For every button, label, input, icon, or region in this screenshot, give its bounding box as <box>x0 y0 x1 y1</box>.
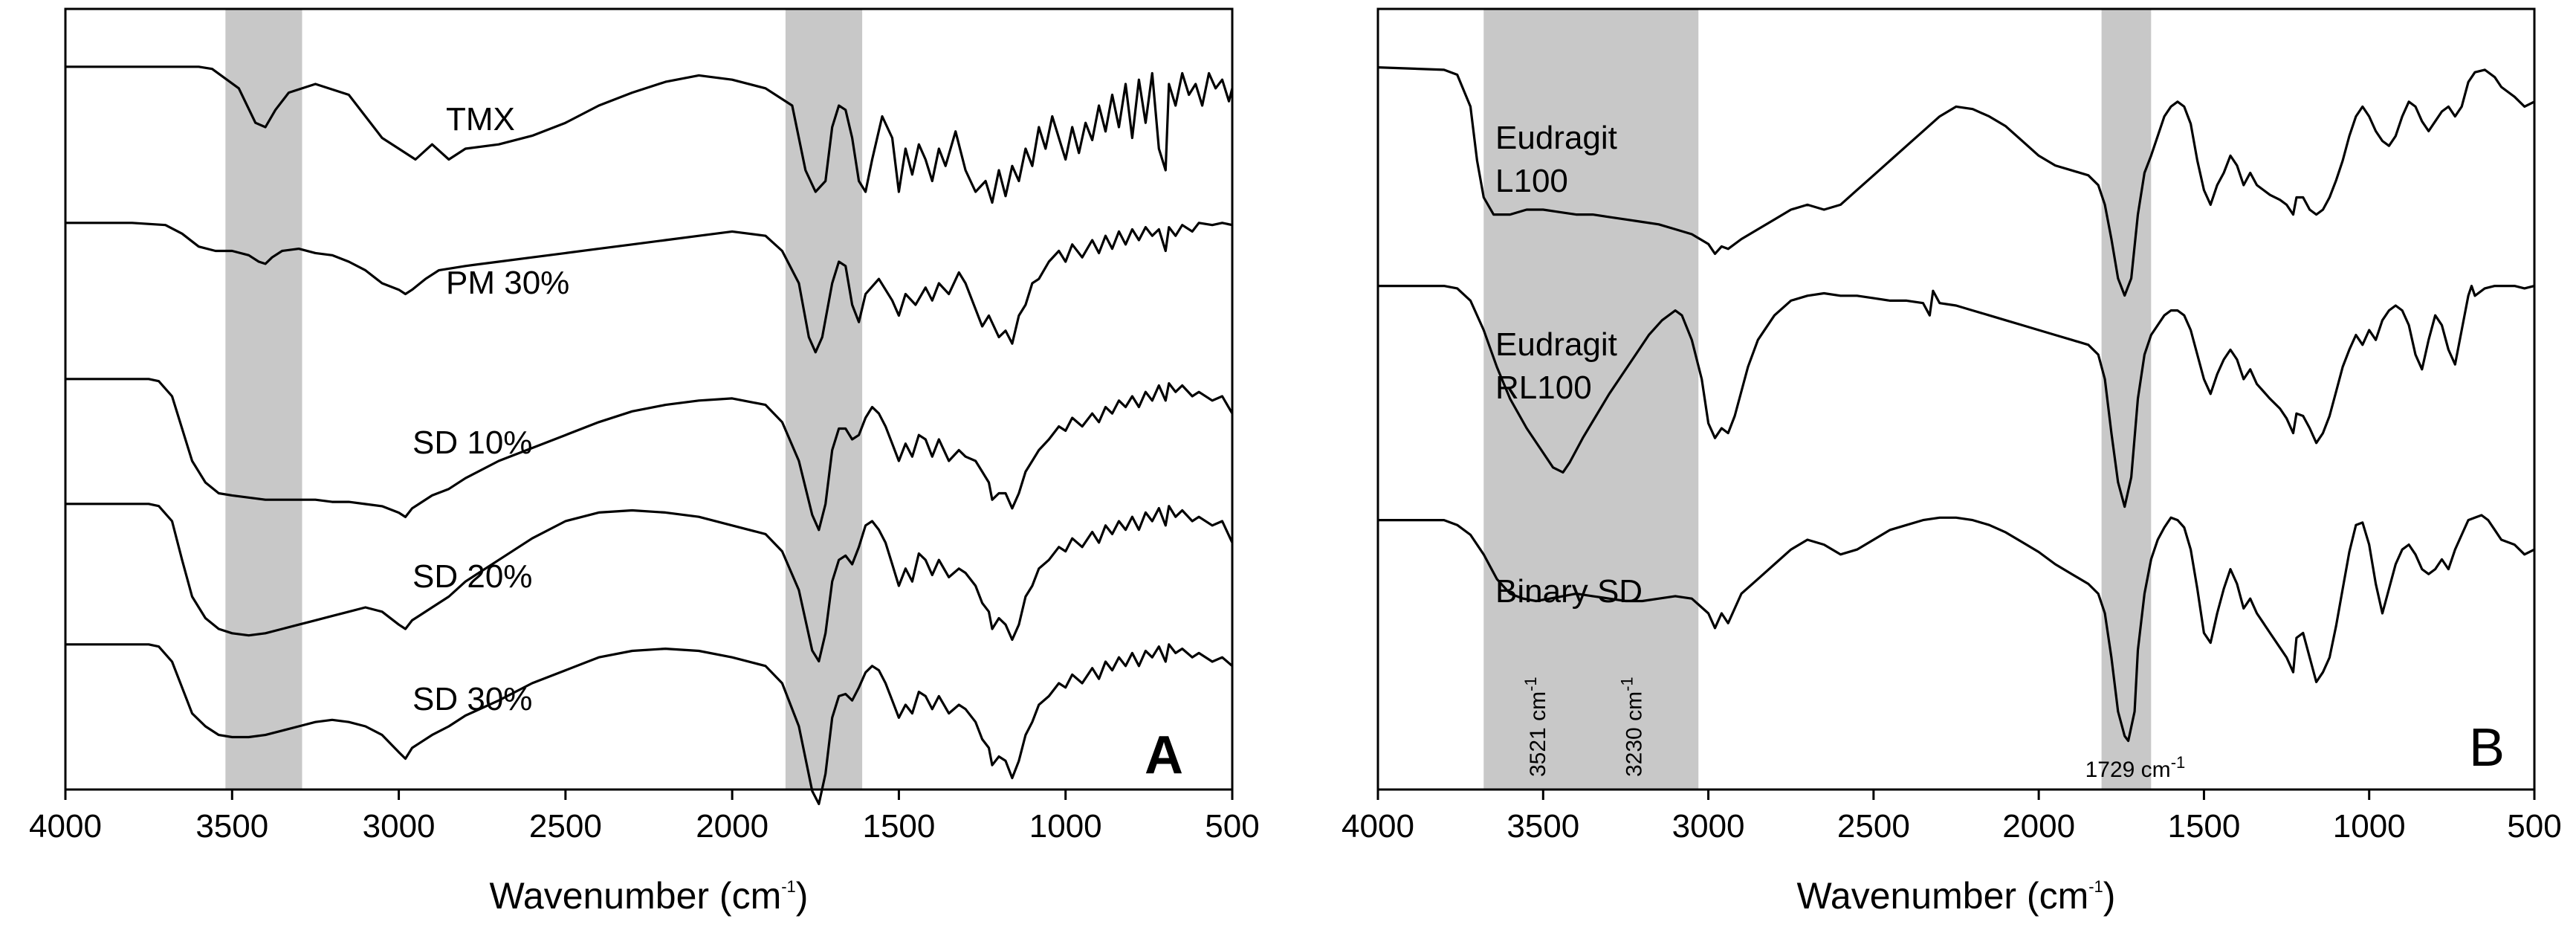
panel-b-ticks: 4000 3500 3000 2500 2000 1500 1000 500 <box>1342 790 2562 845</box>
panel-a-xtick-label-6: 1000 <box>1029 808 1102 845</box>
panel-b-xtick-label-2: 3000 <box>1672 808 1745 845</box>
panel-b-series-2-line <box>1378 514 2535 743</box>
panel-b-annotations: 3521 cm-1 3230 cm-1 1729 cm-1 <box>1521 677 2185 782</box>
panel-a-series-3-label: SD 20% <box>412 558 532 595</box>
panel-b-xtick-label-3: 2500 <box>1837 808 1910 845</box>
panel-a-xtick-label-4: 2000 <box>696 808 768 845</box>
panel-a-series-4-line <box>65 643 1234 805</box>
panel-b-traces <box>1377 66 2535 743</box>
panel-a-bands <box>225 9 863 790</box>
panel-a-xtick-label-7: 500 <box>1205 808 1259 845</box>
panel-a-xtick-label-3: 2500 <box>529 808 602 845</box>
panel-b-xtick-label-1: 3500 <box>1507 808 1579 845</box>
panel-a-series-2-label: SD 10% <box>412 424 532 461</box>
panel-b-shaded-region-0 <box>1483 9 1699 790</box>
panel-b-bands <box>1483 9 2152 790</box>
panel-a-series-2-line <box>65 378 1234 532</box>
panel-b-series-0-line <box>1377 66 2535 297</box>
panel-a-label: A <box>1145 726 1183 785</box>
panel-a-series-1-line <box>65 222 1233 354</box>
panel-b-xtick-label-4: 2000 <box>2002 808 2075 845</box>
panel-b-xtick-label-0: 4000 <box>1342 808 1414 845</box>
panel-a-traces <box>65 65 1234 805</box>
panel-a-series-4-label: SD 30% <box>412 681 532 717</box>
panel-a-xtick-label-5: 1500 <box>862 808 935 845</box>
panel-a-series-0-line <box>65 65 1234 204</box>
panel-a-series-0-label: TMX <box>446 101 515 138</box>
panel-a-ticks: 4000 3500 3000 2500 2000 1500 1000 500 <box>29 790 1260 845</box>
panel-b-annotation-2: 1729 cm-1 <box>2085 753 2186 782</box>
panel-a-xlabel: Wavenumber (cm-1) <box>490 875 809 917</box>
panel-b-series-0-label: Eudragit L100 <box>1495 120 1617 199</box>
panel-a: 4000 3500 3000 2500 2000 1500 1000 500 TMX PM 30… <box>29 7 1260 917</box>
panel-a-series-3-line <box>65 503 1234 663</box>
panel-a-xtick-label-2: 3000 <box>363 808 436 845</box>
panel-a-series-1-label: PM 30% <box>446 265 569 301</box>
panel-b-series-labels: Eudragit L100 Eudragit RL100 Binary SD <box>1495 120 1643 610</box>
panel-b: 4000 3500 3000 2500 2000 1500 1000 500 Eudragit… <box>1342 7 2562 917</box>
panel-b-series-1-line <box>1378 285 2535 509</box>
panel-a-frame <box>64 7 1234 791</box>
panel-b-xtick-label-7: 500 <box>2507 808 2561 845</box>
panel-a-xtick-label-1: 3500 <box>195 808 268 845</box>
panel-b-frame <box>1376 7 2536 791</box>
panel-a-xtick-label-0: 4000 <box>29 808 102 845</box>
panel-b-annotation-0: 3521 cm-1 <box>1521 677 1550 777</box>
panel-b-xlabel: Wavenumber (cm-1) <box>1797 875 2116 917</box>
panel-b-series-2-label: Binary SD <box>1495 573 1643 610</box>
panel-b-series-1-label: Eudragit RL100 <box>1495 326 1617 406</box>
panel-a-shaded-region-0 <box>225 9 302 790</box>
panel-b-shaded-region-1 <box>2101 9 2152 790</box>
panel-b-xtick-label-5: 1500 <box>2167 808 2240 845</box>
panel-b-annotation-1: 3230 cm-1 <box>1617 677 1646 777</box>
panel-a-series-labels: TMX PM 30% SD 10% SD 20% SD 30% <box>412 101 569 717</box>
panel-b-xtick-label-6: 1000 <box>2333 808 2406 845</box>
panel-b-label: B <box>2469 718 2505 778</box>
